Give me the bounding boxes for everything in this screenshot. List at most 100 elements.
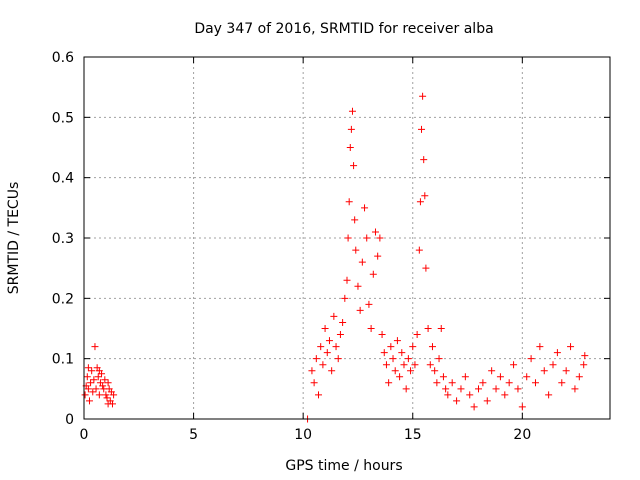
data-point [94,373,102,381]
data-point [457,385,465,393]
data-point [580,361,588,369]
data-point [562,367,570,375]
data-point [104,379,112,387]
data-point [385,379,393,387]
data-point [418,125,426,133]
data-point [531,379,539,387]
data-point [87,379,95,387]
data-point [369,270,377,278]
data-point [466,391,474,399]
data-point [341,294,349,302]
data-point [371,228,379,236]
data-points-layer [81,92,589,423]
data-point [308,367,316,375]
data-point [90,376,98,384]
data-point [88,367,96,375]
data-point [505,379,513,387]
data-point [356,306,364,314]
x-tick-label: 10 [294,427,312,443]
data-point [110,391,118,399]
data-point [488,367,496,375]
data-point [315,391,323,399]
data-point [321,325,329,332]
data-point [343,276,351,284]
data-point [84,385,92,393]
tick-labels-layer: 0 5 10 15 20 0 0.1 0.2 0.3 0.4 0.5 0.6 [52,50,532,443]
x-tick-label: 20 [513,427,531,443]
y-axis-label: SRMTID / TECUs [6,182,22,295]
x-tick-label: 5 [189,427,198,443]
data-point [84,364,92,372]
data-point [319,361,327,369]
data-point [317,343,325,351]
data-point [424,325,432,332]
data-point [523,373,531,381]
data-point [358,258,366,266]
data-point [103,394,111,402]
x-tick-label: 15 [404,427,422,443]
data-point [325,337,333,345]
data-point [92,385,100,393]
data-point [336,331,344,339]
data-point [479,379,487,387]
data-point [332,343,340,351]
data-point [382,361,390,369]
data-point [354,282,362,290]
data-point [363,234,371,242]
data-point [442,385,450,393]
data-point [527,355,535,363]
data-point [426,361,434,369]
data-point [91,343,99,351]
y-tick-label: 0.6 [52,50,74,66]
data-point [376,234,384,242]
y-tick-label: 0.5 [52,110,74,126]
data-point [339,318,347,326]
data-point [545,391,553,399]
data-point [470,403,478,411]
data-point [549,361,557,369]
y-tick-label: 0.4 [52,171,74,187]
data-point [420,156,428,164]
data-point [380,349,388,357]
data-point [558,379,566,387]
x-tick-label: 0 [80,427,89,443]
data-point [344,234,352,242]
data-point [409,343,417,351]
data-point [389,355,397,363]
data-point [99,382,107,390]
data-point [448,379,456,387]
data-point [536,343,544,351]
data-point [351,216,359,224]
data-point [378,331,386,339]
y-tick-label: 0 [65,412,74,428]
data-point [347,125,355,133]
x-axis-label: GPS time / hours [285,458,402,474]
data-point [95,391,103,399]
data-point [81,391,89,399]
data-point [330,312,338,320]
data-point [352,246,360,254]
data-point [510,361,518,369]
data-point [421,192,429,200]
data-point [95,367,103,375]
data-point [567,343,575,351]
data-point [361,204,369,212]
data-point [367,325,375,332]
data-point [393,337,401,345]
data-point [310,379,318,387]
data-point [404,355,412,363]
data-point [475,385,482,393]
data-point [374,252,382,260]
data-point [350,162,358,170]
data-point [407,367,415,375]
data-point [444,391,452,399]
data-point [387,343,395,351]
data-point [415,246,423,254]
data-point [431,367,439,375]
data-point [400,361,408,369]
data-point [83,373,91,381]
ticks-layer [83,56,610,420]
data-point [540,367,548,375]
data-point [411,361,419,369]
